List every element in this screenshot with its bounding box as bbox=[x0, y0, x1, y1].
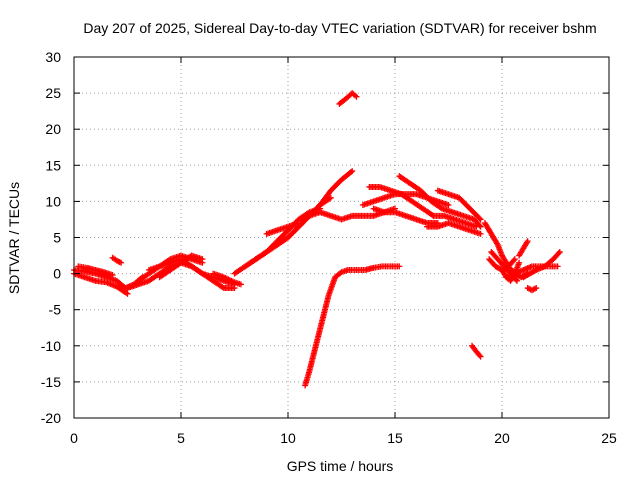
data-series-arc-ae bbox=[524, 285, 540, 294]
data-point bbox=[124, 290, 131, 297]
y-tick-label: -10 bbox=[41, 338, 61, 354]
data-point bbox=[476, 352, 483, 359]
tick-marks bbox=[73, 56, 610, 419]
data-series-arc-y bbox=[469, 342, 484, 360]
x-tick-label: 0 bbox=[70, 430, 78, 446]
y-tick-label: -15 bbox=[41, 374, 61, 390]
data-series-arc-af bbox=[520, 248, 563, 281]
data-series-arc-d bbox=[109, 254, 125, 266]
data-point bbox=[348, 169, 355, 176]
data-point bbox=[477, 230, 484, 237]
data-point bbox=[511, 256, 518, 263]
data-point bbox=[396, 263, 403, 270]
x-tick-label: 15 bbox=[387, 430, 403, 446]
y-tick-label: -5 bbox=[49, 302, 62, 318]
data-point bbox=[524, 238, 531, 245]
x-tick-label: 5 bbox=[177, 430, 185, 446]
data-series-arc-ac bbox=[486, 256, 518, 273]
data-series-arc-c bbox=[75, 263, 116, 279]
data-point bbox=[555, 250, 562, 257]
data-point bbox=[476, 215, 483, 222]
data-series-arc-n bbox=[295, 205, 398, 223]
data-point bbox=[445, 202, 452, 209]
data-point bbox=[533, 285, 540, 292]
data-point bbox=[326, 195, 333, 202]
y-tick-label: 15 bbox=[45, 157, 61, 173]
grid-lines bbox=[74, 57, 609, 418]
data-point bbox=[118, 259, 125, 266]
data-point bbox=[510, 257, 517, 264]
x-tick-label: 20 bbox=[494, 430, 510, 446]
y-tick-labels: -20 -15 -10 -5 0 5 10 15 20 25 30 bbox=[41, 49, 61, 426]
y-tick-label: 20 bbox=[45, 121, 61, 137]
data-point bbox=[516, 259, 523, 266]
x-axis-title: GPS time / hours bbox=[287, 458, 394, 474]
data-series-arc-v bbox=[430, 212, 480, 230]
data-series-arc-x bbox=[434, 187, 484, 223]
data-point bbox=[476, 222, 483, 229]
chart-title: Day 207 of 2025, Sidereal Day-to-day VTE… bbox=[83, 20, 596, 36]
data-series-arc-ag bbox=[516, 238, 531, 259]
data-point bbox=[237, 281, 244, 288]
y-tick-label: 5 bbox=[53, 230, 61, 246]
data-point bbox=[554, 263, 561, 270]
y-tick-label: 25 bbox=[45, 85, 61, 101]
y-axis-title: SDTVAR / TECUs bbox=[6, 182, 22, 294]
data-point bbox=[109, 272, 116, 279]
y-tick-label: -20 bbox=[41, 410, 61, 426]
data-series-arc-q bbox=[336, 90, 360, 107]
data-point bbox=[353, 93, 360, 100]
data-point bbox=[473, 223, 480, 230]
data-point bbox=[513, 277, 520, 284]
y-tick-label: 10 bbox=[45, 193, 61, 209]
data-point bbox=[219, 284, 226, 291]
x-tick-labels: 0 5 10 15 20 25 bbox=[70, 430, 617, 446]
y-tick-label: 30 bbox=[45, 49, 61, 65]
data-series-arc-p bbox=[344, 263, 403, 273]
data-point bbox=[349, 168, 356, 175]
data-point bbox=[123, 289, 130, 296]
data-point bbox=[231, 285, 238, 292]
data-point bbox=[429, 211, 436, 218]
data-series-arc-i bbox=[210, 270, 244, 288]
data-series-arc-h bbox=[156, 252, 206, 281]
data-point bbox=[531, 267, 538, 274]
x-tick-label: 10 bbox=[280, 430, 296, 446]
data-series-arc-w bbox=[424, 220, 484, 237]
x-tick-label: 25 bbox=[601, 430, 617, 446]
data-series-arc-o bbox=[302, 266, 351, 389]
data-point bbox=[556, 248, 563, 255]
data-point bbox=[199, 256, 206, 263]
data-point bbox=[477, 353, 484, 360]
data-series-arc-m bbox=[263, 220, 302, 237]
data-series-arc-t bbox=[370, 205, 441, 227]
data-points bbox=[71, 90, 563, 389]
data-point bbox=[477, 216, 484, 223]
y-tick-label: 0 bbox=[53, 266, 61, 282]
data-point bbox=[327, 194, 334, 201]
